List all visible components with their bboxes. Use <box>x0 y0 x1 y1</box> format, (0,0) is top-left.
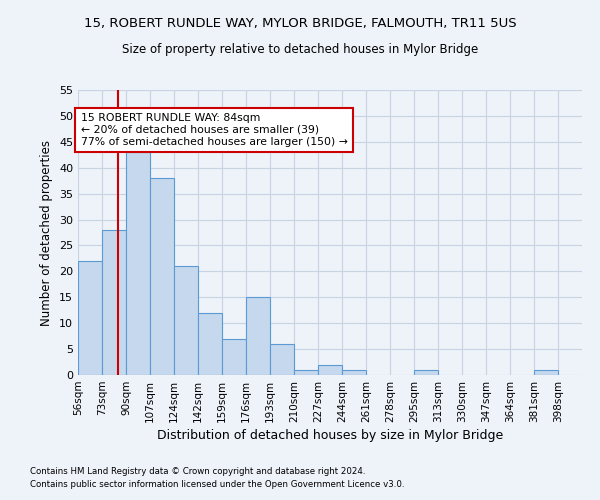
Bar <box>318 364 342 375</box>
Bar <box>414 370 438 375</box>
X-axis label: Distribution of detached houses by size in Mylor Bridge: Distribution of detached houses by size … <box>157 429 503 442</box>
Bar <box>150 178 174 375</box>
Bar <box>294 370 318 375</box>
Bar <box>270 344 294 375</box>
Text: Size of property relative to detached houses in Mylor Bridge: Size of property relative to detached ho… <box>122 42 478 56</box>
Bar <box>198 313 222 375</box>
Bar <box>102 230 126 375</box>
Text: Contains public sector information licensed under the Open Government Licence v3: Contains public sector information licen… <box>30 480 404 489</box>
Bar <box>126 152 150 375</box>
Text: Contains HM Land Registry data © Crown copyright and database right 2024.: Contains HM Land Registry data © Crown c… <box>30 467 365 476</box>
Text: 15, ROBERT RUNDLE WAY, MYLOR BRIDGE, FALMOUTH, TR11 5US: 15, ROBERT RUNDLE WAY, MYLOR BRIDGE, FAL… <box>83 18 517 30</box>
Bar <box>246 298 270 375</box>
Y-axis label: Number of detached properties: Number of detached properties <box>40 140 53 326</box>
Bar <box>222 338 246 375</box>
Bar <box>342 370 366 375</box>
Bar <box>534 370 558 375</box>
Text: 15 ROBERT RUNDLE WAY: 84sqm
← 20% of detached houses are smaller (39)
77% of sem: 15 ROBERT RUNDLE WAY: 84sqm ← 20% of det… <box>81 114 347 146</box>
Bar <box>78 261 102 375</box>
Bar <box>174 266 198 375</box>
